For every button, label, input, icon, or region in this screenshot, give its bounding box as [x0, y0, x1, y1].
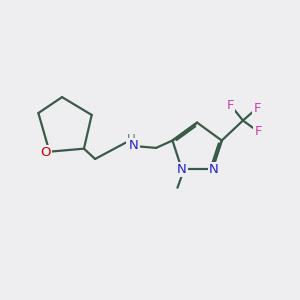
- Text: H: H: [127, 133, 135, 146]
- Text: F: F: [254, 125, 262, 138]
- Text: O: O: [41, 146, 51, 159]
- Text: N: N: [209, 163, 219, 176]
- Text: N: N: [129, 140, 139, 152]
- Text: F: F: [227, 99, 234, 112]
- Text: N: N: [177, 163, 187, 176]
- Text: F: F: [253, 102, 261, 115]
